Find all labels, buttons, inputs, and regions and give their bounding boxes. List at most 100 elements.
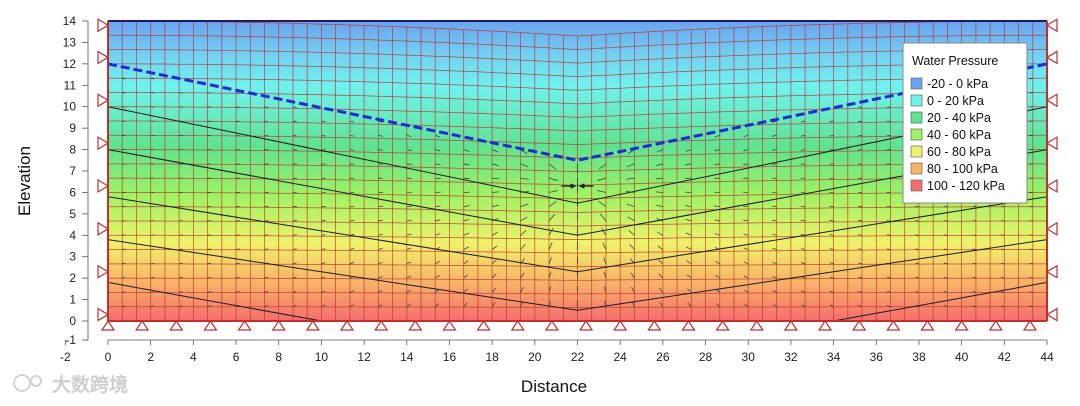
flow-vector	[492, 191, 500, 193]
flow-vector	[292, 134, 297, 137]
y-tick-label: 5	[69, 207, 76, 221]
flow-vector	[858, 120, 863, 123]
flow-vector	[600, 213, 607, 222]
pressure-contours	[107, 106, 1048, 322]
flow-vector	[772, 233, 777, 236]
flow-vector	[743, 219, 749, 222]
bottom-bc-symbol	[169, 319, 184, 331]
flow-vector	[150, 277, 154, 279]
flow-vector	[972, 277, 976, 279]
flow-vector	[179, 291, 183, 293]
flow-vector	[150, 120, 155, 122]
flow-vector	[602, 242, 607, 250]
flow-vector	[656, 218, 663, 222]
right-bc-symbol	[1045, 221, 1058, 236]
flow-vector	[235, 120, 240, 123]
legend-item-label: 80 - 100 kPa	[927, 162, 998, 176]
flow-vector	[858, 276, 863, 279]
flow-vector	[743, 247, 749, 250]
flow-vector	[235, 248, 240, 250]
flow-vector	[1029, 120, 1033, 122]
flow-vector	[743, 134, 749, 138]
flow-vector	[685, 232, 692, 236]
flow-vector	[349, 262, 355, 265]
flow-vector	[800, 149, 806, 151]
flow-vector	[207, 248, 212, 250]
flow-vector	[179, 248, 183, 250]
flow-vector	[292, 234, 297, 236]
flow-vector	[122, 305, 126, 308]
flow-vector	[235, 106, 240, 108]
x-tick-label: 32	[784, 350, 798, 364]
flow-vector	[492, 163, 499, 166]
flow-vector	[463, 260, 469, 265]
legend-item-label: 60 - 80 kPa	[927, 145, 991, 159]
flow-vector	[463, 205, 470, 208]
flow-vector	[626, 163, 635, 168]
flow-vector	[150, 92, 154, 94]
flow-vector	[491, 149, 499, 153]
right-bc-symbol	[1045, 264, 1058, 279]
flow-vector	[491, 273, 497, 279]
bottom-bc-symbol	[237, 319, 252, 331]
flow-vector	[800, 219, 806, 222]
flow-vector	[858, 134, 863, 137]
watermark: 大数跨境	[13, 373, 128, 396]
flow-vector	[378, 219, 383, 222]
flow-vector	[603, 271, 607, 279]
flow-vector	[548, 227, 554, 236]
flow-vector	[858, 290, 863, 293]
flow-vector	[378, 261, 383, 265]
pressure-contour-60	[107, 196, 1048, 273]
y-tick-label: 3	[69, 250, 76, 264]
flow-vector	[491, 302, 496, 307]
flow-vector	[858, 234, 863, 236]
flow-vector	[772, 134, 777, 137]
flow-vector	[378, 290, 383, 293]
x-tick-label: 6	[233, 350, 240, 364]
flow-vector	[435, 233, 441, 236]
y-tick-label: 12	[63, 57, 77, 71]
right-bc-symbol	[1045, 307, 1058, 322]
legend-item-label: 20 - 40 kPa	[927, 111, 991, 125]
bottom-bc-symbol	[647, 319, 662, 331]
bottom-bc-symbol	[305, 319, 320, 331]
flow-vector	[406, 247, 412, 250]
flow-vector	[1029, 106, 1033, 108]
right-bc-symbol	[1045, 136, 1058, 151]
flow-vector	[715, 261, 720, 265]
flow-vector	[406, 233, 412, 236]
flow-vector	[406, 149, 412, 151]
flow-vector	[858, 248, 863, 250]
flow-vector	[772, 275, 777, 279]
bottom-bc-symbol	[749, 319, 764, 331]
legend-swatch	[910, 162, 923, 175]
bottom-bc-symbol	[408, 319, 423, 331]
flow-vector	[406, 303, 411, 308]
flow-vector	[626, 203, 635, 208]
left-bc-symbol	[97, 221, 110, 236]
flow-vector	[829, 220, 834, 222]
flow-vector	[292, 106, 297, 109]
flow-vector	[1029, 262, 1033, 265]
legend-swatch	[910, 111, 923, 124]
flow-vector	[829, 262, 834, 265]
flow-vector	[349, 134, 355, 137]
flow-vector	[886, 290, 891, 293]
flow-vector	[406, 134, 412, 138]
flow-vector	[207, 305, 212, 308]
boundary-condition-symbols	[97, 18, 1058, 331]
flow-vector	[349, 149, 355, 151]
flow-vector	[292, 248, 297, 250]
flow-vector	[858, 262, 863, 265]
pressure-contour-40	[107, 149, 1048, 236]
flow-vector	[435, 205, 441, 208]
y-tick-label: 11	[64, 78, 77, 92]
legend-title: Water Pressure	[912, 54, 998, 68]
flow-vector	[915, 291, 920, 293]
flow-vector	[714, 219, 720, 222]
flow-vector	[520, 216, 528, 222]
right-bc-symbol	[1045, 93, 1058, 108]
flow-vector	[122, 77, 126, 80]
flow-vector	[292, 276, 297, 279]
